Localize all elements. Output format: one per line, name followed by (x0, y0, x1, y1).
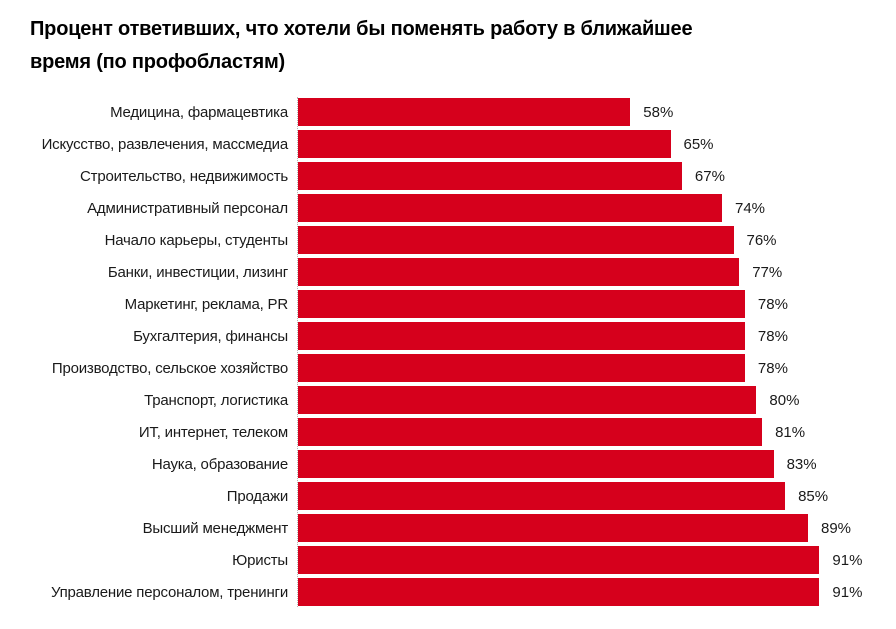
bar-track: 78% (298, 290, 896, 318)
y-axis-line (297, 97, 298, 607)
bar-track: 91% (298, 578, 896, 606)
value-label: 80% (769, 391, 800, 409)
chart-row: Начало карьеры, студенты 76% (20, 224, 896, 256)
value-label: 91% (832, 583, 863, 601)
chart-title: Процент ответивших, что хотели бы поменя… (0, 0, 896, 79)
bar (298, 450, 774, 478)
category-label: Банки, инвестиции, лизинг (107, 263, 288, 281)
chart-row: Транспорт, логистика 80% (20, 384, 896, 416)
category-label: Наука, образование (151, 455, 288, 473)
chart-row: Медицина, фармацевтика 58% (20, 96, 896, 128)
chart-title-line-1: Процент ответивших, что хотели бы поменя… (30, 18, 693, 40)
bar-track: 91% (298, 546, 896, 574)
bar (298, 130, 671, 158)
chart-row: Высший менеджмент 89% (20, 512, 896, 544)
value-label: 89% (821, 519, 852, 537)
chart-row: Управление персоналом, тренинги 91% (20, 576, 896, 608)
value-label: 85% (798, 487, 829, 505)
bar-track: 81% (298, 418, 896, 446)
bar (298, 322, 745, 350)
bar-track: 77% (298, 258, 896, 286)
category-label: Маркетинг, реклама, PR (124, 295, 289, 313)
value-label: 76% (746, 231, 777, 249)
bar-chart-rows: Медицина, фармацевтика 58% Искусство, разв… (20, 96, 896, 608)
value-label: 67% (694, 167, 725, 185)
bar-track: 76% (298, 226, 896, 254)
bar-track: 83% (298, 450, 896, 478)
value-label: 78% (757, 359, 788, 377)
bar (298, 514, 808, 542)
category-label: Управление персоналом, тренинги (50, 583, 288, 601)
value-label: 77% (752, 263, 783, 281)
bar (298, 578, 820, 606)
value-label: 81% (775, 423, 806, 441)
chart-row: Административный персонал 74% (20, 192, 896, 224)
category-label: Медицина, фармацевтика (110, 103, 288, 121)
value-label: 91% (832, 551, 863, 569)
chart-row: Бухгалтерия, финансы 78% (20, 320, 896, 352)
bar (298, 418, 763, 446)
chart-row: Производство, сельское хозяйство 78% (20, 352, 896, 384)
category-label: Искусство, развлечения, массмедиа (41, 135, 289, 153)
chart-row: Продажи 85% (20, 480, 896, 512)
bar-track: 67% (298, 162, 896, 190)
bar (298, 194, 722, 222)
category-label: Транспорт, логистика (144, 391, 288, 409)
chart-title-line-2: время (по профобластям) (30, 51, 285, 73)
value-label: 78% (757, 327, 788, 345)
category-label: Производство, сельское хозяйство (51, 359, 288, 377)
chart-row: Банки, инвестиции, лизинг 77% (20, 256, 896, 288)
category-label: Высший менеджмент (142, 519, 289, 537)
bar-track: 85% (298, 482, 896, 510)
category-label: Строительство, недвижимость (80, 167, 288, 185)
category-label: Административный персонал (87, 199, 288, 217)
bar-track: 89% (298, 514, 896, 542)
value-label: 74% (735, 199, 766, 217)
chart-row: Строительство, недвижимость 67% (20, 160, 896, 192)
category-label: ИТ, интернет, телеком (138, 423, 288, 441)
bar (298, 98, 631, 126)
bar (298, 290, 745, 318)
bar-track: 80% (298, 386, 896, 414)
chart-row: Наука, образование 83% (20, 448, 896, 480)
chart-row: Маркетинг, реклама, PR 78% (20, 288, 896, 320)
bar (298, 386, 757, 414)
category-label: Бухгалтерия, финансы (133, 327, 288, 345)
chart-row: Искусство, развлечения, массмедиа 65% (20, 128, 896, 160)
bar-track: 74% (298, 194, 896, 222)
bar-chart: Медицина, фармацевтика 58% Искусство, разв… (0, 96, 896, 608)
category-label: Продажи (226, 487, 288, 505)
value-label: 65% (683, 135, 714, 153)
bar-track: 78% (298, 322, 896, 350)
bar-track: 58% (298, 98, 896, 126)
chart-row: Юристы 91% (20, 544, 896, 576)
bar (298, 546, 820, 574)
bar (298, 258, 740, 286)
chart-row: ИТ, интернет, телеком 81% (20, 416, 896, 448)
bar (298, 162, 682, 190)
bar (298, 354, 745, 382)
category-label: Начало карьеры, студенты (104, 231, 289, 249)
bar-track: 65% (298, 130, 896, 158)
bar-track: 78% (298, 354, 896, 382)
bar (298, 482, 786, 510)
category-label: Юристы (232, 551, 288, 569)
value-label: 58% (643, 103, 674, 121)
value-label: 83% (786, 455, 817, 473)
value-label: 78% (757, 295, 788, 313)
bar (298, 226, 734, 254)
